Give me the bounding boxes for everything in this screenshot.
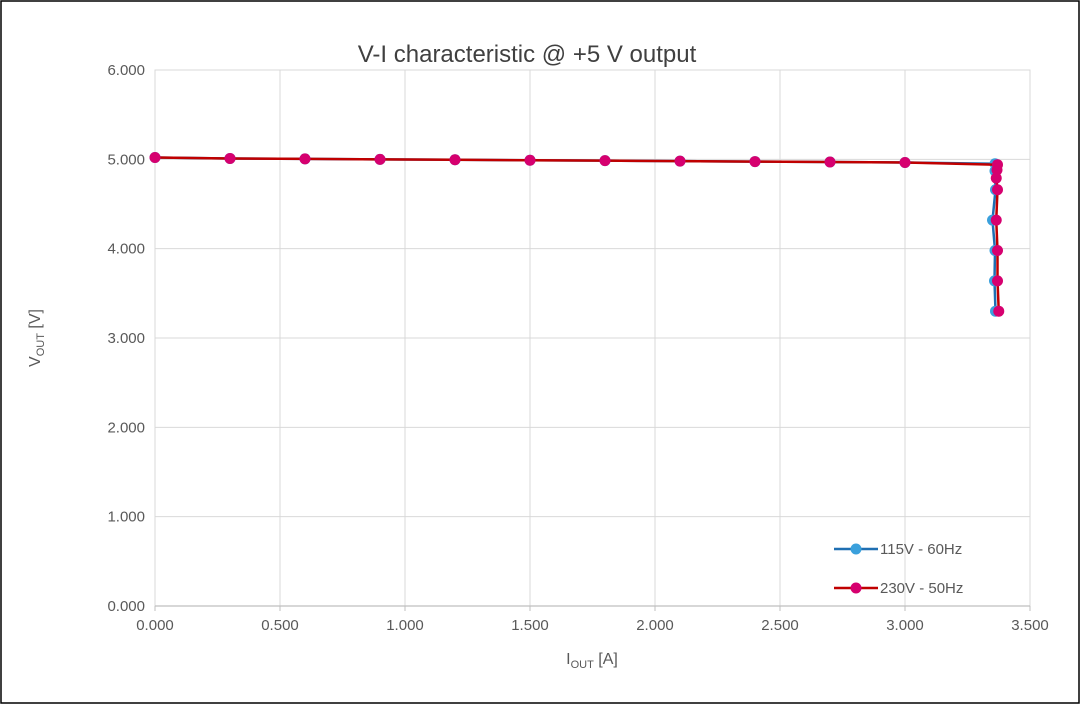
data-point bbox=[149, 152, 161, 164]
data-point bbox=[749, 156, 761, 168]
data-point bbox=[674, 155, 686, 167]
y-tick-label: 4.000 bbox=[107, 241, 145, 258]
legend-item-115v: 115V - 60Hz bbox=[834, 541, 962, 558]
x-tick-label: 0.500 bbox=[261, 617, 299, 634]
series-1 bbox=[149, 152, 1005, 317]
y-axis-title: VOUT [V] bbox=[27, 309, 47, 367]
x-tick-label: 2.500 bbox=[761, 617, 799, 634]
legend: 115V - 60Hz 230V - 50Hz bbox=[834, 541, 963, 597]
y-tick-label: 6.000 bbox=[107, 62, 145, 79]
y-tick-labels: 0.000 1.000 2.000 3.000 4.000 5.000 6.000 bbox=[107, 62, 145, 615]
data-point bbox=[990, 214, 1002, 226]
legend-label-230v: 230V - 50Hz bbox=[880, 580, 963, 597]
data-point bbox=[899, 156, 911, 168]
x-tick-label: 0.000 bbox=[136, 617, 174, 634]
series-layer bbox=[149, 152, 1005, 317]
x-tick-label: 3.500 bbox=[1011, 617, 1049, 634]
data-point bbox=[992, 244, 1003, 256]
data-point bbox=[224, 152, 236, 164]
data-point bbox=[992, 184, 1003, 196]
chart-title: V-I characteristic @ +5 V output bbox=[358, 41, 697, 68]
legend-label-115v: 115V - 60Hz bbox=[880, 541, 962, 558]
data-point bbox=[993, 305, 1005, 317]
x-axis-title-main: I bbox=[566, 651, 570, 668]
y-tick-label: 5.000 bbox=[107, 151, 145, 168]
legend-marker-230v bbox=[850, 582, 862, 594]
x-tick-labels: 0.000 0.500 1.000 1.500 2.000 2.500 3.000 3.500 bbox=[136, 617, 1049, 634]
y-tick-label: 1.000 bbox=[107, 509, 145, 526]
data-point bbox=[374, 153, 386, 165]
axes bbox=[154, 605, 1031, 611]
data-point bbox=[990, 172, 1002, 184]
y-tick-label: 0.000 bbox=[107, 598, 145, 615]
x-axis-title-unit: [A] bbox=[594, 651, 618, 668]
x-tick-label: 2.000 bbox=[636, 617, 674, 634]
legend-item-230v: 230V - 50Hz bbox=[834, 580, 963, 597]
y-tick-label: 3.000 bbox=[107, 330, 145, 347]
x-axis-title: IOUT [A] bbox=[566, 651, 618, 671]
y-axis-title-unit: [V] bbox=[27, 309, 44, 333]
y-tick-label: 2.000 bbox=[107, 419, 145, 436]
data-point bbox=[299, 153, 311, 165]
data-point bbox=[824, 156, 836, 168]
data-point bbox=[449, 154, 461, 166]
data-point bbox=[992, 275, 1003, 287]
y-axis-title-sub: OUT bbox=[35, 333, 47, 357]
x-tick-label: 3.000 bbox=[886, 617, 924, 634]
y-axis-title-main: V bbox=[27, 356, 44, 367]
x-tick-label: 1.500 bbox=[511, 617, 549, 634]
legend-marker-115v bbox=[850, 543, 862, 555]
data-point bbox=[991, 164, 1003, 176]
x-axis-title-sub: OUT bbox=[571, 659, 595, 671]
data-point bbox=[524, 154, 536, 166]
x-tick-label: 1.000 bbox=[386, 617, 424, 634]
data-point bbox=[599, 155, 611, 167]
